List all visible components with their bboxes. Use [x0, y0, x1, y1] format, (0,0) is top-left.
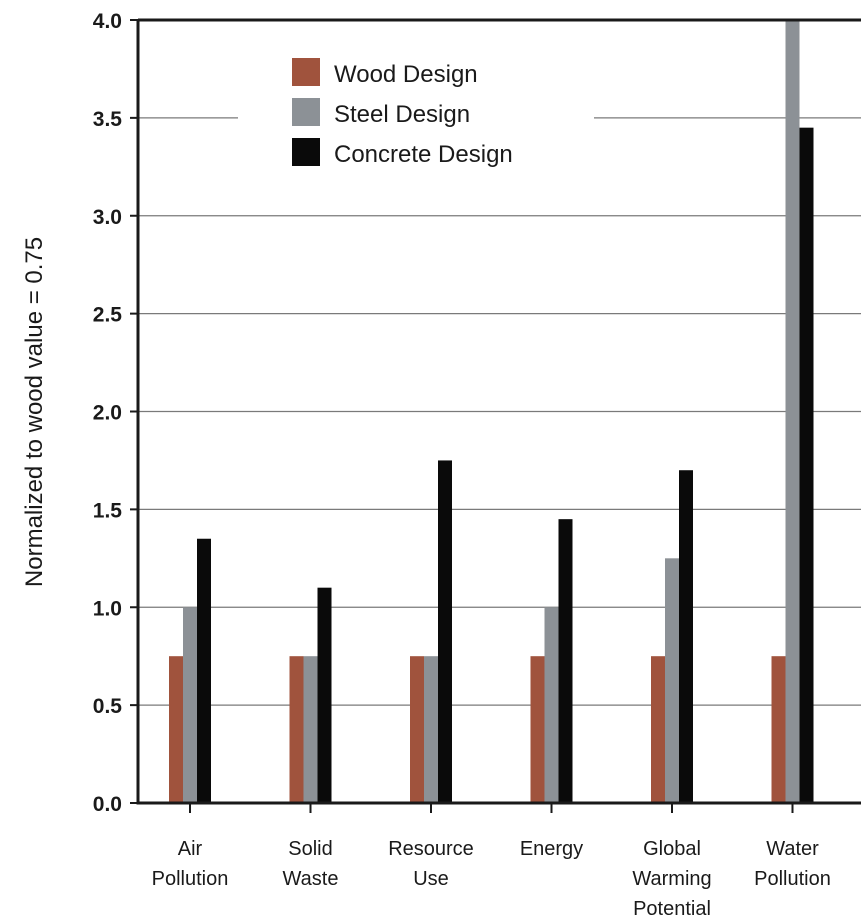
- x-category-label: Resource Use: [388, 838, 474, 890]
- bar-wood-design: [169, 656, 183, 803]
- bar-steel-design: [303, 656, 318, 803]
- x-category-label: Energy: [520, 838, 583, 860]
- y-tick-label: 1.5: [93, 499, 123, 522]
- bar-concrete-design: [558, 519, 573, 803]
- legend: Wood Design Steel Design Concrete Design: [292, 58, 513, 168]
- y-tick-label: 3.5: [93, 108, 123, 131]
- y-tick-label: 3.0: [93, 206, 122, 229]
- bar-concrete-design: [799, 127, 814, 804]
- bar-steel-design: [665, 558, 679, 803]
- bar-steel-design: [785, 20, 800, 803]
- y-tick-label: 2.0: [93, 402, 122, 425]
- y-tick-label: 0.0: [93, 793, 122, 816]
- bar-concrete-design: [438, 460, 452, 803]
- axes: [130, 18, 861, 813]
- bar-wood-design: [410, 656, 424, 803]
- legend-swatch: [292, 138, 320, 166]
- y-tick-label: 4.0: [93, 10, 122, 33]
- legend-swatch: [292, 98, 320, 126]
- grid-lines: [138, 117, 861, 706]
- y-tick-label: 0.5: [93, 695, 123, 718]
- bar-concrete-design: [197, 538, 211, 803]
- x-category-label: Global Warming Potential: [632, 838, 711, 920]
- bar-wood-design: [530, 656, 545, 803]
- x-category-label: Water Pollution: [754, 838, 831, 890]
- y-tick-labels: 0.0 0.5 1.0 1.5 2.0 2.5 3.0 3.5 4.0: [93, 10, 123, 816]
- x-category-label: Solid Waste: [283, 838, 339, 890]
- bar-wood-design: [289, 656, 304, 803]
- legend-label: Concrete Design: [334, 141, 513, 168]
- y-tick-label: 1.0: [93, 597, 122, 620]
- bar-steel-design: [544, 607, 559, 803]
- bar-concrete-design: [679, 470, 693, 803]
- bar-concrete-design: [317, 587, 332, 803]
- legend-swatch: [292, 58, 320, 86]
- bar-steel-design: [183, 607, 197, 803]
- y-tick-label: 2.5: [93, 304, 123, 327]
- x-category-label: Air Pollution: [152, 838, 229, 890]
- y-axis-title: Normalized to wood value = 0.75: [21, 237, 48, 587]
- bar-wood-design: [771, 656, 786, 803]
- bar-wood-design: [651, 656, 665, 803]
- legend-label: Steel Design: [334, 101, 470, 128]
- bars: [169, 20, 814, 804]
- legend-label: Wood Design: [334, 61, 478, 88]
- x-category-labels: Air Pollution Solid Waste Resource Use Energy G…: [152, 838, 831, 920]
- bar-steel-design: [424, 656, 438, 803]
